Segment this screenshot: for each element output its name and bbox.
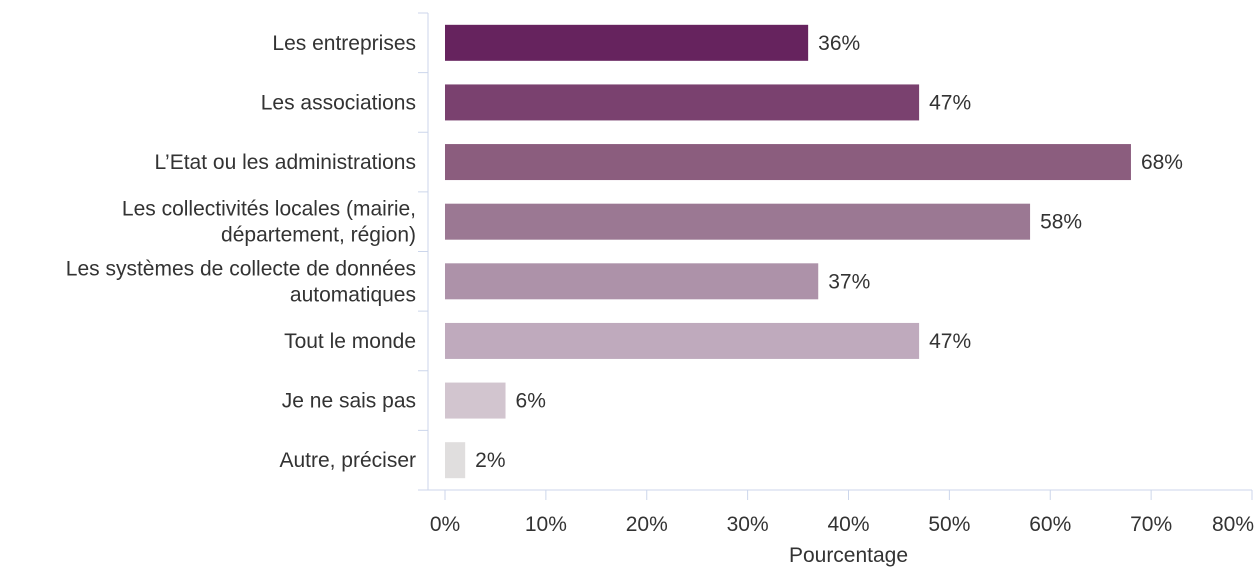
category-label: Autre, préciser xyxy=(279,449,416,472)
category-label: Les collectivités locales (mairie, xyxy=(122,198,416,221)
category-label: Je ne sais pas xyxy=(282,390,416,413)
bars-layer xyxy=(445,24,1131,479)
bar xyxy=(445,84,920,121)
bar xyxy=(445,203,1031,240)
x-tick-label: 50% xyxy=(928,513,970,536)
category-label: Les associations xyxy=(261,91,416,114)
data-label: 37% xyxy=(828,270,870,293)
x-tick-label: 0% xyxy=(430,513,460,536)
data-label: 2% xyxy=(475,449,505,472)
data-label: 58% xyxy=(1040,211,1082,234)
x-tick-label: 30% xyxy=(727,513,769,536)
data-label: 68% xyxy=(1141,151,1183,174)
x-tick-label: 70% xyxy=(1130,513,1172,536)
bar xyxy=(445,144,1131,181)
data-label: 36% xyxy=(818,32,860,55)
data-label: 47% xyxy=(929,330,971,353)
bar xyxy=(445,442,466,479)
bar xyxy=(445,263,819,300)
category-label: Les systèmes de collecte de données xyxy=(66,257,416,280)
x-axis-title: Pourcentage xyxy=(789,544,908,567)
axis-layer xyxy=(418,12,1253,500)
category-label: Tout le monde xyxy=(284,330,416,353)
labels-layer: 0% 10% 20% 30% 40% 50% 60% 70% 80% 36% Les entrepr… xyxy=(66,32,1254,536)
x-tick-label: 10% xyxy=(525,513,567,536)
data-label: 6% xyxy=(516,390,546,413)
x-tick-label: 40% xyxy=(827,513,869,536)
bar xyxy=(445,382,506,419)
x-tick-label: 60% xyxy=(1029,513,1071,536)
bar xyxy=(445,322,920,359)
category-label: automatiques xyxy=(290,283,416,306)
data-label: 47% xyxy=(929,91,971,114)
category-label: département, région) xyxy=(221,224,416,247)
bar xyxy=(445,24,809,61)
category-label: Les entreprises xyxy=(272,32,416,55)
x-tick-label: 20% xyxy=(626,513,668,536)
category-label: L’Etat ou les administrations xyxy=(155,151,416,174)
x-tick-label: 80% xyxy=(1212,513,1254,536)
